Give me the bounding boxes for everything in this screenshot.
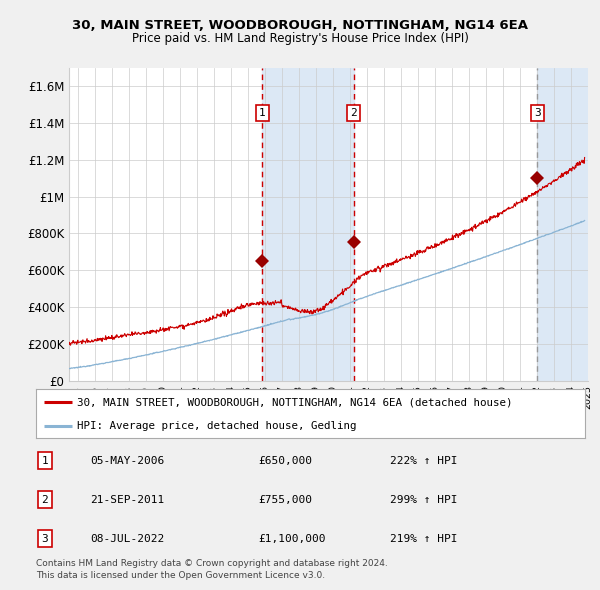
Text: 05-MAY-2006: 05-MAY-2006 — [90, 456, 164, 466]
Text: 222% ↑ HPI: 222% ↑ HPI — [390, 456, 458, 466]
Text: 1: 1 — [41, 456, 49, 466]
Text: 219% ↑ HPI: 219% ↑ HPI — [390, 534, 458, 543]
Text: 08-JUL-2022: 08-JUL-2022 — [90, 534, 164, 543]
Bar — [262, 68, 353, 381]
Text: HPI: Average price, detached house, Gedling: HPI: Average price, detached house, Gedl… — [77, 421, 356, 431]
Text: 30, MAIN STREET, WOODBOROUGH, NOTTINGHAM, NG14 6EA (detached house): 30, MAIN STREET, WOODBOROUGH, NOTTINGHAM… — [77, 398, 512, 408]
Text: 30, MAIN STREET, WOODBOROUGH, NOTTINGHAM, NG14 6EA: 30, MAIN STREET, WOODBOROUGH, NOTTINGHAM… — [72, 19, 528, 32]
Text: Price paid vs. HM Land Registry's House Price Index (HPI): Price paid vs. HM Land Registry's House … — [131, 32, 469, 45]
Text: £755,000: £755,000 — [258, 495, 312, 504]
Text: £1,100,000: £1,100,000 — [258, 534, 325, 543]
Text: 2: 2 — [41, 495, 49, 504]
Text: 21-SEP-2011: 21-SEP-2011 — [90, 495, 164, 504]
Text: 1: 1 — [259, 108, 266, 118]
Text: 299% ↑ HPI: 299% ↑ HPI — [390, 495, 458, 504]
Text: Contains HM Land Registry data © Crown copyright and database right 2024.: Contains HM Land Registry data © Crown c… — [36, 559, 388, 568]
Text: £650,000: £650,000 — [258, 456, 312, 466]
Text: This data is licensed under the Open Government Licence v3.0.: This data is licensed under the Open Gov… — [36, 571, 325, 579]
Text: 3: 3 — [534, 108, 541, 118]
Bar — [537, 68, 588, 381]
Text: 3: 3 — [41, 534, 49, 543]
Text: 2: 2 — [350, 108, 357, 118]
